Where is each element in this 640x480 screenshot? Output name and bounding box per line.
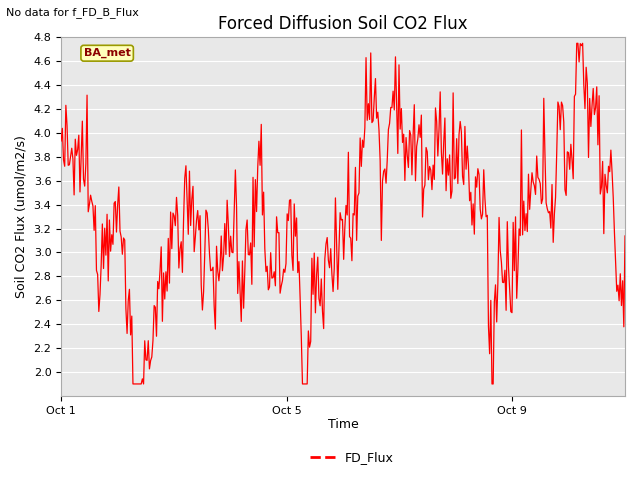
Y-axis label: Soil CO2 Flux (umol/m2/s): Soil CO2 Flux (umol/m2/s) bbox=[15, 135, 28, 298]
X-axis label: Time: Time bbox=[328, 419, 358, 432]
Text: BA_met: BA_met bbox=[84, 48, 131, 59]
Title: Forced Diffusion Soil CO2 Flux: Forced Diffusion Soil CO2 Flux bbox=[218, 15, 468, 33]
Legend: FD_Flux: FD_Flux bbox=[305, 446, 399, 469]
Text: No data for f_FD_B_Flux: No data for f_FD_B_Flux bbox=[6, 7, 140, 18]
